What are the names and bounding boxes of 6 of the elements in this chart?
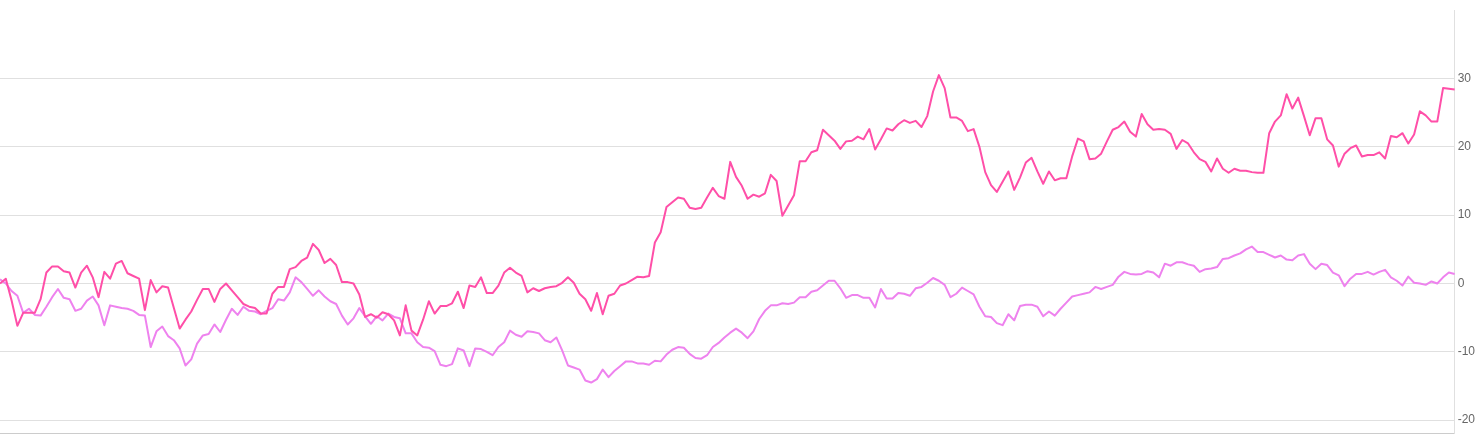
y-tick-label: 30 xyxy=(1457,70,1472,85)
y-tick-label: -20 xyxy=(1457,412,1476,427)
y-tick-label: 0 xyxy=(1457,275,1465,290)
y-tick-label: 10 xyxy=(1457,207,1472,222)
y-tick-label: -10 xyxy=(1457,344,1476,359)
y-tick-label: 20 xyxy=(1457,139,1472,154)
